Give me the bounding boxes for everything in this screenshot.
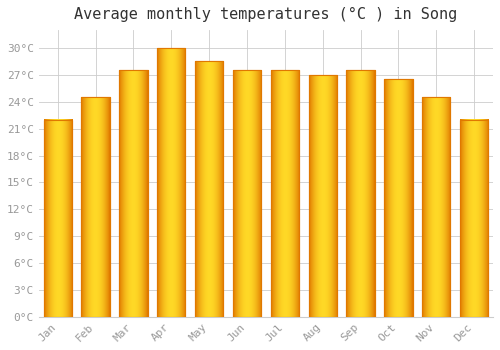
Bar xyxy=(346,70,375,317)
Bar xyxy=(44,120,72,317)
Bar xyxy=(384,79,412,317)
Bar xyxy=(82,97,110,317)
Bar xyxy=(195,62,224,317)
Bar xyxy=(460,120,488,317)
Bar xyxy=(157,48,186,317)
Bar xyxy=(119,70,148,317)
Bar xyxy=(422,97,450,317)
Bar xyxy=(270,70,299,317)
Bar xyxy=(233,70,261,317)
Title: Average monthly temperatures (°C ) in Song: Average monthly temperatures (°C ) in So… xyxy=(74,7,458,22)
Bar xyxy=(308,75,337,317)
